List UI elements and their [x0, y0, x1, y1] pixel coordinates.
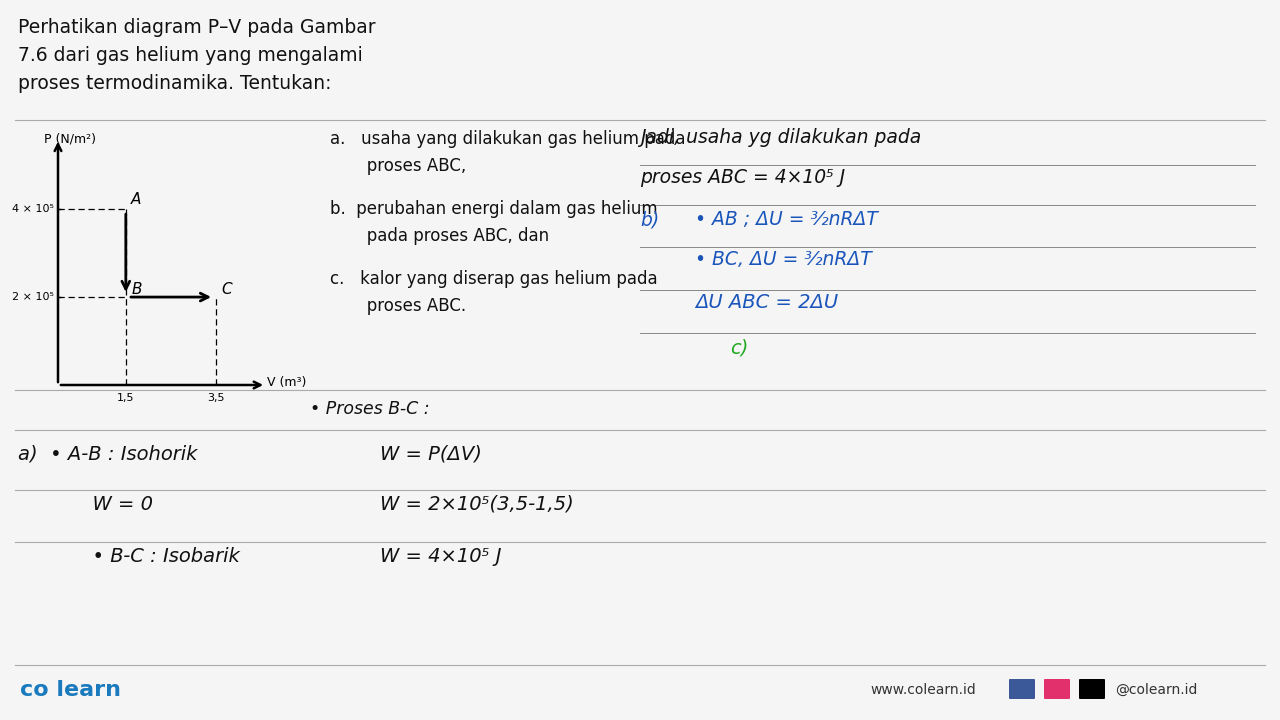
FancyBboxPatch shape — [1044, 679, 1070, 699]
Text: a.   usaha yang dilakukan gas helium pada
       proses ABC,: a. usaha yang dilakukan gas helium pada … — [330, 130, 686, 175]
Text: • Proses B-C :: • Proses B-C : — [310, 400, 430, 418]
Text: www.colearn.id: www.colearn.id — [870, 683, 975, 697]
Text: • B-C : Isobarik: • B-C : Isobarik — [55, 547, 239, 566]
Text: B: B — [132, 282, 142, 297]
Text: W = P(ΔV): W = P(ΔV) — [380, 445, 481, 464]
Text: P (N/m²): P (N/m²) — [45, 132, 96, 145]
Text: 2 × 10⁵: 2 × 10⁵ — [12, 292, 54, 302]
Text: c.   kalor yang diserap gas helium pada
       proses ABC.: c. kalor yang diserap gas helium pada pr… — [330, 270, 658, 315]
Text: 4 × 10⁵: 4 × 10⁵ — [12, 204, 54, 214]
FancyBboxPatch shape — [1009, 679, 1036, 699]
Text: W = 4×10⁵ J: W = 4×10⁵ J — [380, 547, 502, 566]
Text: 1,5: 1,5 — [116, 393, 134, 403]
Text: Jadi, usaha yg dilakukan pada: Jadi, usaha yg dilakukan pada — [640, 128, 922, 147]
Text: • AB ; ΔU = ³⁄₂nRΔT: • AB ; ΔU = ³⁄₂nRΔT — [695, 210, 878, 229]
Text: V (m³): V (m³) — [266, 377, 306, 390]
Text: b): b) — [640, 210, 659, 229]
Text: c): c) — [730, 338, 749, 357]
Text: A: A — [132, 192, 142, 207]
Text: Perhatikan diagram P–V pada Gambar
7.6 dari gas helium yang mengalami
proses ter: Perhatikan diagram P–V pada Gambar 7.6 d… — [18, 18, 375, 93]
Text: ΔU ABC = 2ΔU: ΔU ABC = 2ΔU — [695, 293, 838, 312]
Text: b.  perubahan energi dalam gas helium
       pada proses ABC, dan: b. perubahan energi dalam gas helium pad… — [330, 200, 658, 245]
Text: 3,5: 3,5 — [207, 393, 225, 403]
Text: • BC, ΔU = ³⁄₂nRΔT: • BC, ΔU = ³⁄₂nRΔT — [695, 250, 872, 269]
Text: @colearn.id: @colearn.id — [1115, 683, 1197, 697]
FancyBboxPatch shape — [1079, 679, 1105, 699]
Text: W = 0: W = 0 — [55, 495, 154, 514]
Text: W = 2×10⁵(3,5-1,5): W = 2×10⁵(3,5-1,5) — [380, 495, 573, 514]
Text: C: C — [221, 282, 232, 297]
Text: proses ABC = 4×10⁵ J: proses ABC = 4×10⁵ J — [640, 168, 845, 187]
Text: co learn: co learn — [20, 680, 122, 700]
Text: a)  • A-B : Isohorik: a) • A-B : Isohorik — [18, 445, 197, 464]
